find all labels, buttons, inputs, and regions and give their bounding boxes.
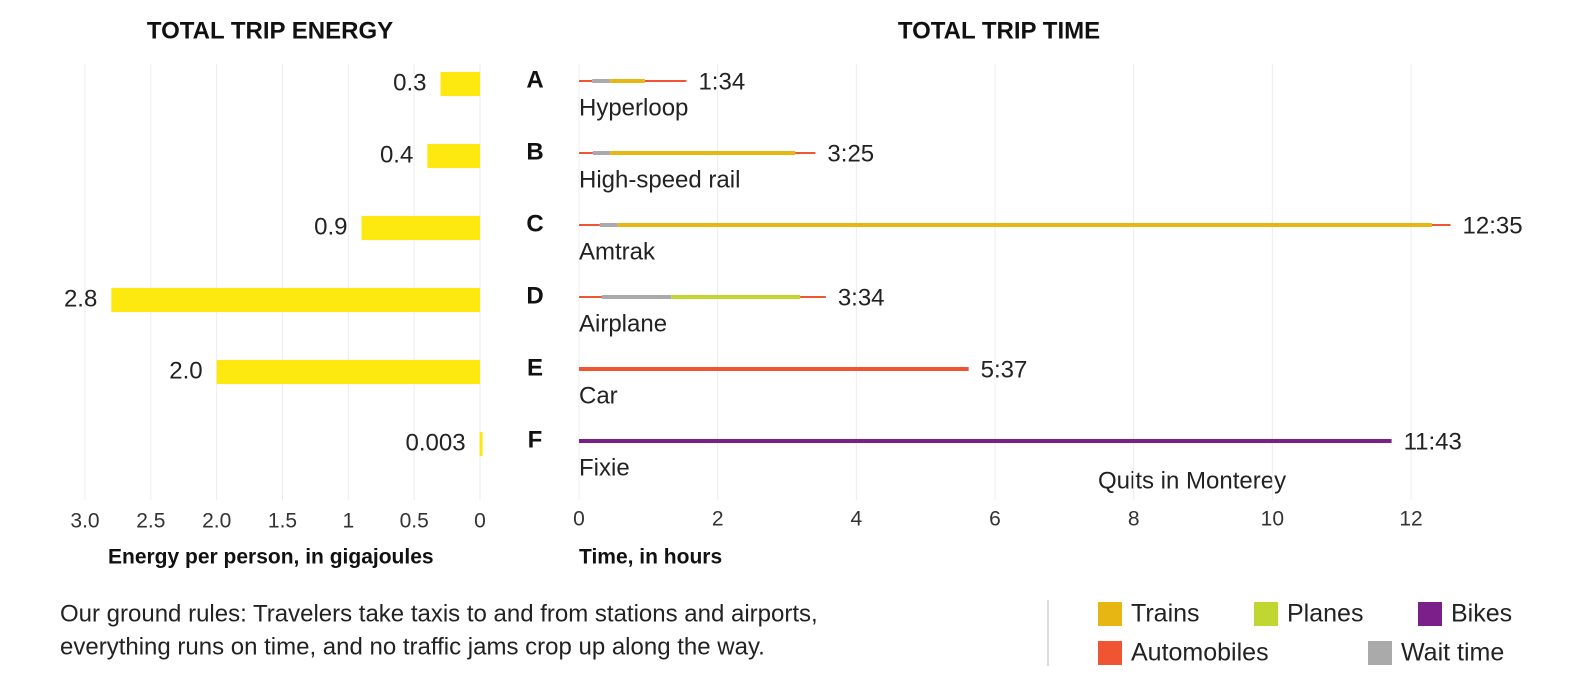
category-label: F xyxy=(528,426,543,453)
mode-label: Hyperloop xyxy=(579,94,688,121)
legend-label: Bikes xyxy=(1451,600,1512,628)
value-label: 0.9 xyxy=(314,213,347,240)
category-label: D xyxy=(526,282,543,309)
x-tick-label: 0.5 xyxy=(400,510,429,533)
total-label: 1:34 xyxy=(698,68,745,95)
category-label: C xyxy=(526,210,543,237)
value-label: 0.003 xyxy=(406,429,466,456)
bar xyxy=(361,216,480,240)
category-label: B xyxy=(526,138,543,165)
annotation: Quits in Monterey xyxy=(1098,467,1286,494)
x-tick-label: 10 xyxy=(1261,508,1284,531)
legend-swatch xyxy=(1418,602,1442,626)
total-label: 3:34 xyxy=(838,284,885,311)
legend-label: Automobiles xyxy=(1131,639,1269,667)
time-title: TOTAL TRIP TIME xyxy=(898,17,1100,44)
value-label: 2.0 xyxy=(169,357,202,384)
energy-title: TOTAL TRIP ENERGY xyxy=(147,17,393,44)
value-label: 0.3 xyxy=(393,69,426,96)
time-axis-title: Time, in hours xyxy=(579,546,722,569)
bar xyxy=(216,360,480,384)
mode-label: Fixie xyxy=(579,454,630,481)
category-label: A xyxy=(526,66,543,93)
category-label: E xyxy=(527,354,543,381)
legend-swatch xyxy=(1098,602,1122,626)
value-label: 2.8 xyxy=(64,285,97,312)
total-label: 11:43 xyxy=(1404,428,1462,455)
mode-label: Car xyxy=(579,382,618,409)
footer-note: Our ground rules: Travelers take taxis t… xyxy=(60,600,818,627)
footer-note: everything runs on time, and no traffic … xyxy=(60,633,765,660)
bar xyxy=(440,72,480,96)
x-tick-label: 1 xyxy=(342,510,354,533)
x-tick-label: 2.5 xyxy=(136,510,165,533)
total-label: 5:37 xyxy=(981,356,1028,383)
value-label: 0.4 xyxy=(380,141,413,168)
x-tick-label: 2 xyxy=(712,508,724,531)
x-tick-label: 3.0 xyxy=(70,510,99,533)
x-tick-label: 2.0 xyxy=(202,510,231,533)
x-tick-label: 12 xyxy=(1399,508,1422,531)
x-tick-label: 8 xyxy=(1128,508,1140,531)
energy-axis-title: Energy per person, in gigajoules xyxy=(108,546,434,569)
x-tick-label: 4 xyxy=(850,508,862,531)
bar xyxy=(427,144,480,168)
total-label: 12:35 xyxy=(1463,212,1523,239)
x-tick-label: 1.5 xyxy=(268,510,297,533)
legend-swatch xyxy=(1368,641,1392,665)
legend-label: Wait time xyxy=(1401,639,1504,667)
mode-label: Amtrak xyxy=(579,238,656,265)
x-tick-label: 0 xyxy=(573,508,585,531)
legend-swatch xyxy=(1098,641,1122,665)
x-tick-label: 6 xyxy=(989,508,1001,531)
x-tick-label: 0 xyxy=(474,510,486,533)
legend-label: Trains xyxy=(1131,600,1200,628)
legend-label: Planes xyxy=(1287,600,1363,628)
total-label: 3:25 xyxy=(827,140,874,167)
legend-swatch xyxy=(1254,602,1278,626)
mode-label: High-speed rail xyxy=(579,166,740,193)
bar xyxy=(479,432,483,456)
bar xyxy=(111,288,480,312)
mode-label: Airplane xyxy=(579,310,667,337)
